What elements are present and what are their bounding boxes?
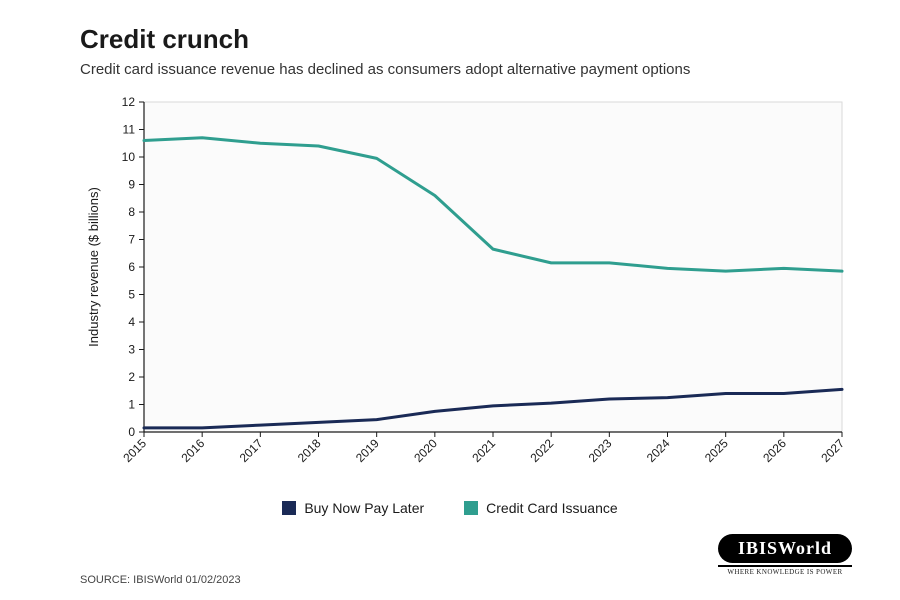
svg-text:2022: 2022	[528, 436, 557, 465]
svg-text:2023: 2023	[586, 436, 615, 465]
chart-legend: Buy Now Pay Later Credit Card Issuance	[40, 500, 860, 516]
svg-text:11: 11	[123, 123, 136, 137]
svg-text:4: 4	[128, 315, 135, 329]
svg-text:10: 10	[122, 150, 136, 164]
svg-text:2027: 2027	[818, 436, 847, 465]
brand-name: IBISWorld	[718, 534, 852, 563]
svg-text:0: 0	[128, 425, 135, 439]
chart-subtitle: Credit card issuance revenue has decline…	[80, 61, 860, 78]
svg-text:8: 8	[128, 205, 135, 219]
legend-swatch	[282, 501, 296, 515]
brand-logo: IBISWorld WHERE KNOWLEDGE IS POWER	[718, 534, 852, 576]
svg-text:2016: 2016	[179, 436, 208, 465]
svg-text:12: 12	[122, 95, 136, 109]
svg-text:2026: 2026	[760, 436, 789, 465]
svg-text:2020: 2020	[411, 436, 440, 465]
svg-text:2019: 2019	[353, 436, 382, 465]
svg-text:2015: 2015	[120, 436, 149, 465]
legend-swatch	[464, 501, 478, 515]
svg-text:2: 2	[128, 370, 135, 384]
svg-text:Industry revenue ($ billions): Industry revenue ($ billions)	[86, 187, 101, 347]
line-chart: 0123456789101112201520162017201820192020…	[80, 92, 860, 492]
svg-text:2017: 2017	[237, 436, 266, 465]
svg-text:2021: 2021	[469, 436, 498, 465]
legend-item: Buy Now Pay Later	[282, 500, 424, 516]
svg-text:2025: 2025	[702, 436, 731, 465]
legend-label: Credit Card Issuance	[486, 500, 618, 516]
svg-text:2024: 2024	[644, 436, 673, 465]
svg-text:5: 5	[128, 288, 135, 302]
legend-label: Buy Now Pay Later	[304, 500, 424, 516]
svg-text:2018: 2018	[295, 436, 324, 465]
chart-container: 0123456789101112201520162017201820192020…	[80, 92, 860, 492]
legend-item: Credit Card Issuance	[464, 500, 618, 516]
svg-text:7: 7	[128, 233, 135, 247]
source-text: SOURCE: IBISWorld 01/02/2023	[80, 574, 241, 586]
svg-text:1: 1	[128, 398, 135, 412]
svg-text:9: 9	[128, 178, 135, 192]
chart-title: Credit crunch	[80, 24, 860, 55]
brand-tagline: WHERE KNOWLEDGE IS POWER	[718, 565, 852, 576]
svg-text:6: 6	[128, 260, 135, 274]
svg-text:3: 3	[128, 343, 135, 357]
